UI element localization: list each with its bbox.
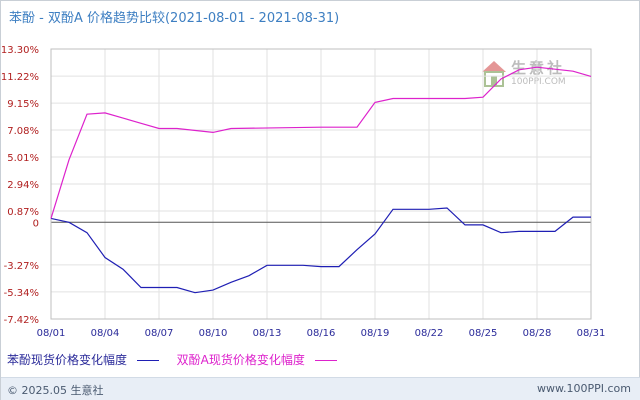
copyright-text: © 2025.05 生意社 (7, 384, 104, 397)
y-tick-label: 0.87% (7, 207, 39, 218)
x-tick-label: 08/04 (91, 328, 120, 339)
chart-title: 苯酚 - 双酚A 价格趋势比较(2021-08-01 - 2021-08-31) (9, 11, 340, 26)
watermark-url: 100PPI.COM (511, 77, 566, 87)
legend-swatch-bpa (314, 360, 337, 361)
y-tick-label: 7.08% (7, 126, 39, 137)
legend-label-phenol: 苯酚现货价格变化幅度 (7, 353, 128, 367)
x-tick-label: 08/22 (415, 328, 444, 339)
x-tick-label: 08/19 (361, 328, 390, 339)
legend-swatch-phenol (136, 360, 159, 361)
y-tick-label: 5.01% (7, 153, 39, 164)
y-tick-label: 0 (33, 218, 39, 229)
y-tick-label: -5.34% (4, 288, 39, 299)
legend-item-bpa: 双酚A现货价格变化幅度 (177, 351, 337, 368)
phenol-price-line (50, 207, 591, 294)
y-tick-label: -7.42% (4, 315, 39, 326)
legend: 苯酚现货价格变化幅度 双酚A现货价格变化幅度 (7, 351, 351, 368)
footer-link[interactable]: www.100PPI.com (537, 382, 631, 395)
x-tick-label: 08/28 (523, 328, 552, 339)
y-tick-label: 13.30% (1, 45, 39, 56)
x-tick-label: 08/25 (469, 328, 498, 339)
x-tick-label: 08/31 (577, 328, 606, 339)
line-chart: 08/01 08/04 08/07 08/10 08/13 08/16 08/19 08/22… (1, 45, 606, 339)
y-tick-label: 2.94% (7, 180, 39, 191)
x-tick-label: 08/01 (37, 328, 66, 339)
y-tick-label: 11.22% (1, 72, 39, 83)
plot-border (50, 48, 592, 320)
y-tick-label: 9.15% (7, 99, 39, 110)
x-tick-label: 08/13 (253, 328, 282, 339)
legend-label-bpa: 双酚A现货价格变化幅度 (176, 353, 305, 367)
footer: © 2025.05 生意社 www.100PPI.com (1, 377, 640, 400)
x-tick-label: 08/10 (199, 328, 228, 339)
x-tick-label: 08/07 (145, 328, 174, 339)
legend-item-phenol: 苯酚现货价格变化幅度 (7, 351, 159, 368)
y-tick-label: -3.27% (4, 261, 39, 272)
x-tick-label: 08/16 (307, 328, 336, 339)
bpa-price-line (50, 66, 592, 219)
